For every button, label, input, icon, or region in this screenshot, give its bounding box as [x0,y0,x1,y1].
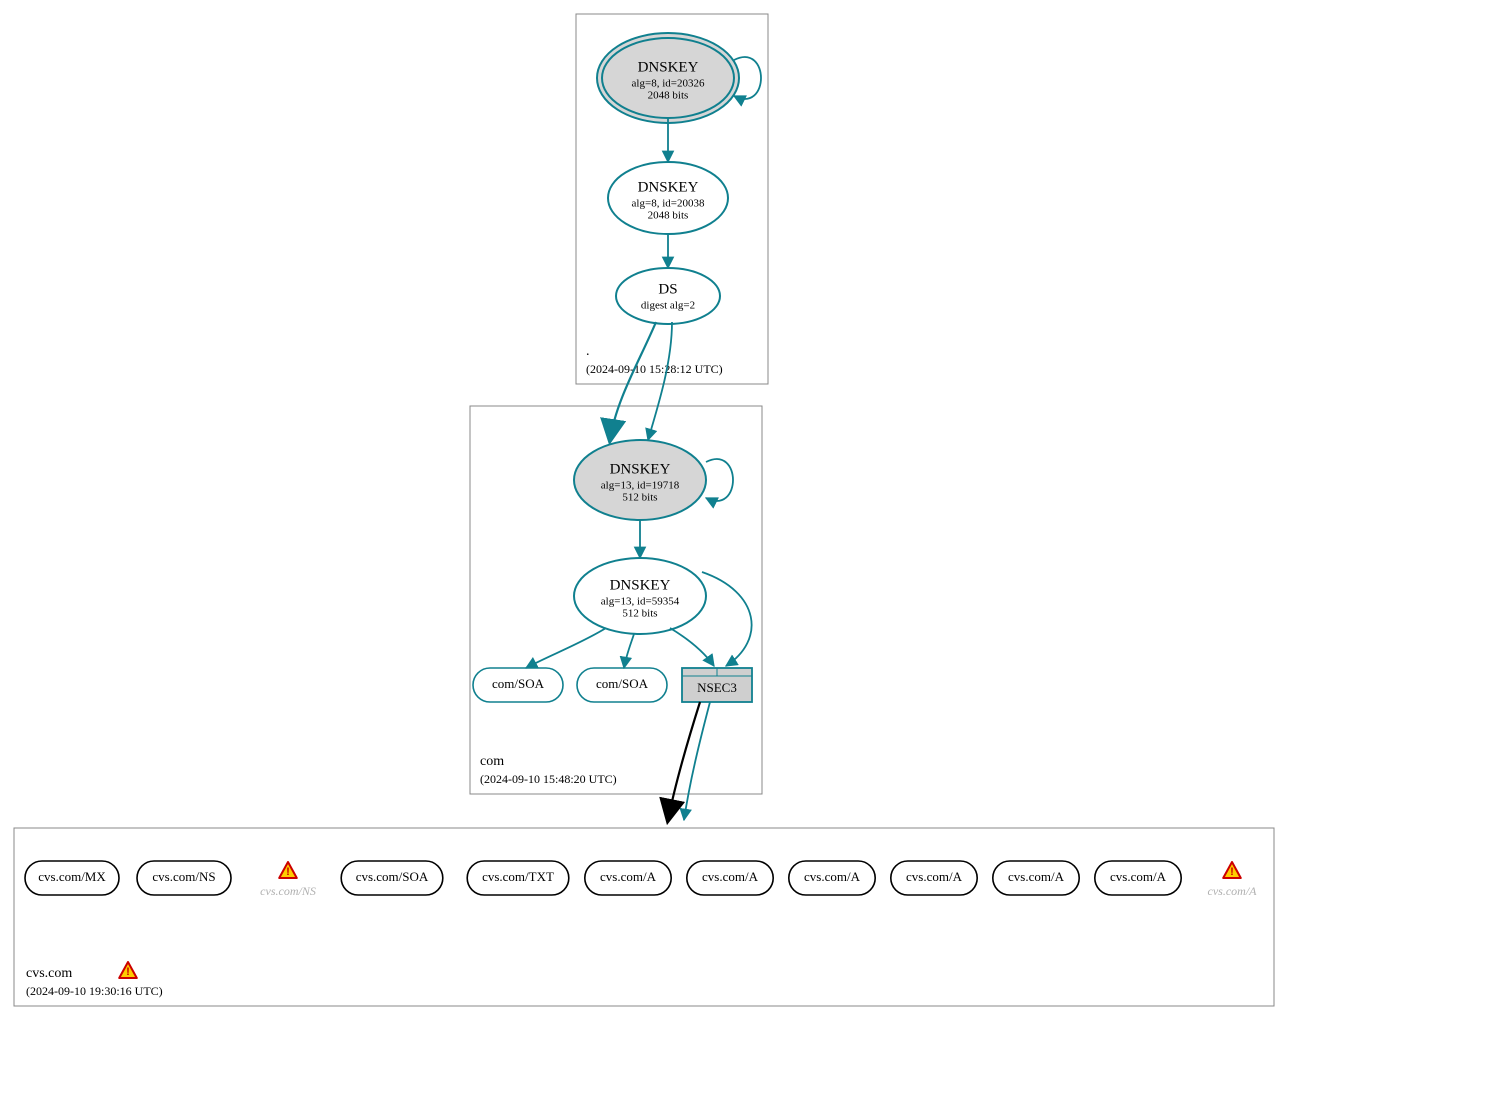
nsec3-node: NSEC3 [682,668,752,702]
svg-text:cvs.com/A: cvs.com/A [600,869,657,884]
svg-text:!: ! [126,966,130,978]
svg-text:alg=8, id=20326: alg=8, id=20326 [632,78,705,90]
svg-text:(2024-09-10 15:28:12 UTC): (2024-09-10 15:28:12 UTC) [586,362,723,376]
svg-text:NSEC3: NSEC3 [697,680,737,695]
record-node: cvs.com/A [585,861,671,895]
svg-text:alg=13, id=19718: alg=13, id=19718 [601,480,680,492]
record-node: com/SOA [473,668,563,702]
svg-text:!: ! [286,866,290,878]
svg-text:.: . [586,344,590,359]
svg-text:cvs.com/A: cvs.com/A [1008,869,1065,884]
svg-text:cvs.com/MX: cvs.com/MX [38,869,106,884]
svg-text:512 bits: 512 bits [622,608,657,620]
svg-text:(2024-09-10 15:48:20 UTC): (2024-09-10 15:48:20 UTC) [480,772,617,786]
dnskey-node: DNSKEY alg=8, id=200382048 bits [608,162,728,234]
warning-icon: ! [279,862,297,878]
record-node: cvs.com/A [993,861,1079,895]
record-node: cvs.com/MX [25,861,119,895]
record-node: cvs.com/A [1095,861,1181,895]
svg-text:cvs.com/NS: cvs.com/NS [260,884,316,898]
record-node: com/SOA [577,668,667,702]
svg-text:DS: DS [658,281,677,297]
svg-text:cvs.com/A: cvs.com/A [804,869,861,884]
record-node: cvs.com/SOA [341,861,443,895]
svg-text:!: ! [1230,866,1234,878]
ds-node: DS digest alg=2 [616,268,720,324]
svg-text:2048 bits: 2048 bits [648,90,689,102]
svg-text:cvs.com/A: cvs.com/A [702,869,759,884]
svg-text:alg=13, id=59354: alg=13, id=59354 [601,596,680,608]
record-node: cvs.com/A [891,861,977,895]
dnskey-node: DNSKEY alg=13, id=19718512 bits [574,440,706,520]
svg-text:DNSKEY: DNSKEY [638,179,699,195]
svg-text:cvs.com/SOA: cvs.com/SOA [356,869,429,884]
svg-text:com/SOA: com/SOA [596,676,649,691]
svg-text:(2024-09-10 19:30:16 UTC): (2024-09-10 19:30:16 UTC) [26,984,163,998]
svg-text:DNSKEY: DNSKEY [610,577,671,593]
svg-text:digest alg=2: digest alg=2 [641,300,695,312]
dnskey-node: DNSKEY alg=8, id=203262048 bits [597,33,739,123]
svg-text:DNSKEY: DNSKEY [610,461,671,477]
dnssec-diagram: DNSKEYalg=8, id=203262048 bitsDNSKEYalg=… [0,0,1488,1098]
svg-text:cvs.com/A: cvs.com/A [1110,869,1167,884]
svg-text:com/SOA: com/SOA [492,676,545,691]
warning-icon: ! [1223,862,1241,878]
svg-text:2048 bits: 2048 bits [648,210,689,222]
svg-text:DNSKEY: DNSKEY [638,59,699,75]
svg-text:cvs.com/TXT: cvs.com/TXT [482,869,554,884]
dnskey-node: DNSKEY alg=13, id=59354512 bits [574,558,706,634]
svg-text:cvs.com/A: cvs.com/A [1208,884,1258,898]
zone-box [14,828,1274,1006]
record-node: cvs.com/A [687,861,773,895]
record-node: cvs.com/NS [137,861,231,895]
record-node: cvs.com/TXT [467,861,569,895]
record-node: cvs.com/A [789,861,875,895]
svg-text:com: com [480,754,504,769]
svg-text:512 bits: 512 bits [622,492,657,504]
svg-text:alg=8, id=20038: alg=8, id=20038 [632,198,705,210]
svg-text:cvs.com: cvs.com [26,966,72,981]
warning-icon: ! [119,962,137,978]
svg-text:cvs.com/NS: cvs.com/NS [152,869,215,884]
svg-text:cvs.com/A: cvs.com/A [906,869,963,884]
